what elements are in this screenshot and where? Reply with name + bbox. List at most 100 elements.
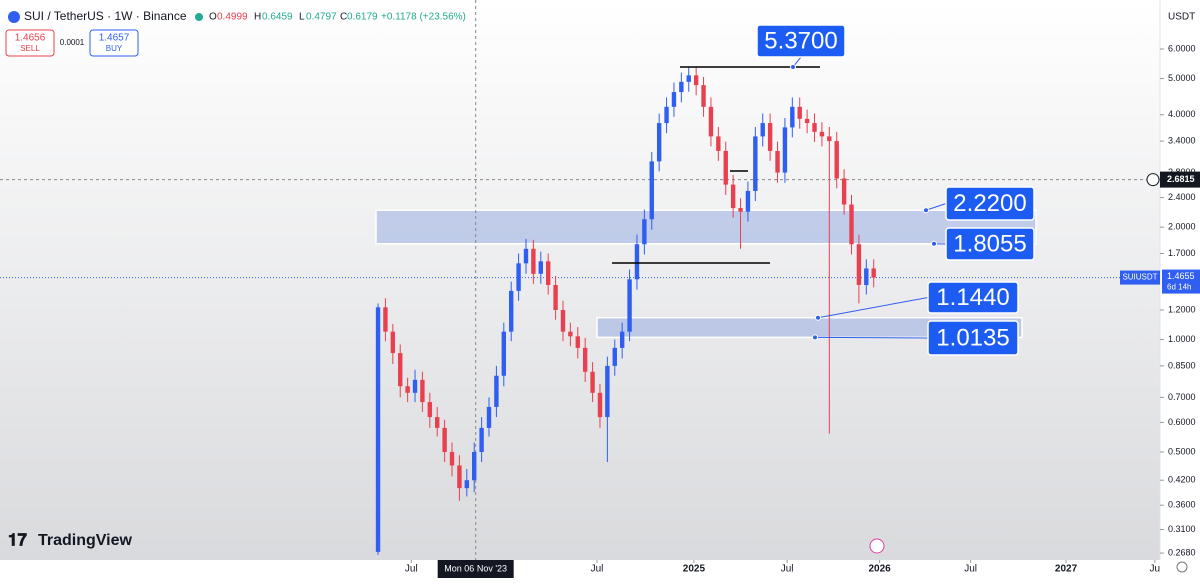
- x-tick-label: 2025: [683, 564, 706, 575]
- callout-dot: [932, 241, 937, 246]
- candle-body: [657, 123, 661, 161]
- y-tick-label: 0.3100: [1168, 524, 1196, 534]
- candle-body: [798, 107, 802, 119]
- y-tick-label: 1.7000: [1168, 248, 1196, 258]
- candle-body: [753, 136, 757, 191]
- y-tick-label: 0.8500: [1168, 360, 1196, 370]
- callout-label: 1.1440: [936, 284, 1009, 311]
- candle-body: [598, 393, 602, 417]
- candle-body: [709, 107, 713, 137]
- callout-label: 1.0135: [936, 324, 1009, 351]
- candle-body: [435, 417, 439, 428]
- candle-body: [635, 244, 639, 279]
- candle-body: [701, 85, 705, 107]
- crosshair-plus[interactable]: [1147, 174, 1159, 186]
- candle-body: [679, 82, 683, 92]
- candle-body: [812, 123, 816, 132]
- candle-body: [494, 376, 498, 407]
- sell-price[interactable]: 1.4656: [15, 33, 46, 44]
- y-tick-label: 3.4000: [1168, 135, 1196, 145]
- candle-body: [465, 480, 469, 488]
- candle-body: [383, 307, 387, 331]
- callout-dot: [791, 64, 796, 69]
- candle-body: [605, 366, 609, 417]
- y-tick-label: 4.0000: [1168, 109, 1196, 119]
- y-tick-label: 0.7000: [1168, 392, 1196, 402]
- candle-body: [613, 348, 617, 366]
- candle-body: [849, 204, 853, 244]
- symbol-tag-label: SUIUSDT: [1122, 273, 1157, 282]
- price-zone: [376, 210, 1036, 244]
- candle-body: [761, 123, 765, 136]
- x-tick-label: Jul: [781, 564, 794, 575]
- candle-body: [724, 151, 728, 185]
- candle-body: [731, 185, 735, 208]
- candle-body: [516, 263, 520, 291]
- callout-label: 5.3700: [764, 27, 837, 54]
- candle-body: [687, 75, 691, 81]
- ohlc-value: 0.6459: [262, 12, 293, 23]
- countdown-label: 6d 14h: [1167, 283, 1191, 292]
- candle-body: [664, 107, 668, 123]
- y-tick-label: 0.5000: [1168, 446, 1196, 456]
- candle-body: [672, 92, 676, 107]
- candle-body: [391, 332, 395, 353]
- candle-body: [842, 178, 846, 204]
- candle-body: [642, 219, 646, 244]
- symbol-icon: [8, 11, 20, 23]
- candle-body: [472, 452, 476, 480]
- event-icon[interactable]: [870, 539, 884, 553]
- x-tick-label: Jul: [591, 564, 604, 575]
- candle-body: [775, 151, 779, 173]
- currency[interactable]: USDT: [1168, 12, 1195, 23]
- candle-body: [590, 372, 594, 393]
- candle-body: [413, 380, 417, 393]
- callout-label: 2.2200: [953, 190, 1026, 217]
- candle-body: [694, 75, 698, 85]
- candle-body: [539, 261, 543, 273]
- candle-body: [398, 353, 402, 386]
- candle-body: [583, 348, 587, 372]
- candle-body: [871, 268, 875, 277]
- buy-label[interactable]: BUY: [106, 44, 123, 53]
- y-tick-label: 2.0000: [1168, 222, 1196, 232]
- last-price-label: 1.4655: [1167, 271, 1195, 281]
- callout-line: [815, 337, 928, 338]
- candle-body: [716, 136, 720, 151]
- candle-body: [509, 291, 513, 332]
- candle-body: [531, 249, 535, 274]
- plot-background: [0, 0, 1160, 560]
- y-tick-label: 2.4000: [1168, 192, 1196, 202]
- x-tick-label: Jul: [964, 564, 977, 575]
- ohlc-value: 0.4797: [306, 12, 337, 23]
- candle-body: [857, 244, 861, 285]
- y-tick-label: 5.0000: [1168, 73, 1196, 83]
- ohlc-value: 0.6179: [347, 12, 378, 23]
- crosshair-x-label: Mon 06 Nov '23: [444, 563, 507, 573]
- callout-dot: [816, 315, 821, 320]
- y-tick-label: 0.4200: [1168, 475, 1196, 485]
- crosshair-y-label: 2.6815: [1167, 174, 1195, 184]
- x-tick-label: 2026: [868, 564, 891, 575]
- candle-body: [650, 161, 654, 219]
- ohlc-change: +0.1178 (+23.56%): [381, 12, 466, 23]
- candle-body: [450, 452, 454, 466]
- y-tick-label: 6.0000: [1168, 43, 1196, 53]
- candle-body: [864, 268, 868, 285]
- ohlc-key: L: [299, 12, 305, 23]
- buy-price[interactable]: 1.4657: [99, 33, 130, 44]
- x-tick-label: 2027: [1055, 564, 1078, 575]
- y-tick-label: 0.3600: [1168, 500, 1196, 510]
- candle-body: [546, 261, 550, 285]
- logo: TradingView: [38, 532, 133, 549]
- ohlc-key: O: [209, 12, 217, 23]
- sell-label[interactable]: SELL: [20, 44, 40, 53]
- callout-label: 1.8055: [953, 230, 1026, 257]
- status-dot: [195, 13, 203, 21]
- logo-mark: 𝟏𝟕: [8, 530, 27, 549]
- y-tick-label: 0.2680: [1168, 547, 1196, 557]
- y-tick-label: 1.0000: [1168, 334, 1196, 344]
- callout-dot: [924, 208, 929, 213]
- time-axis: [0, 560, 1160, 581]
- candle-body: [827, 136, 831, 141]
